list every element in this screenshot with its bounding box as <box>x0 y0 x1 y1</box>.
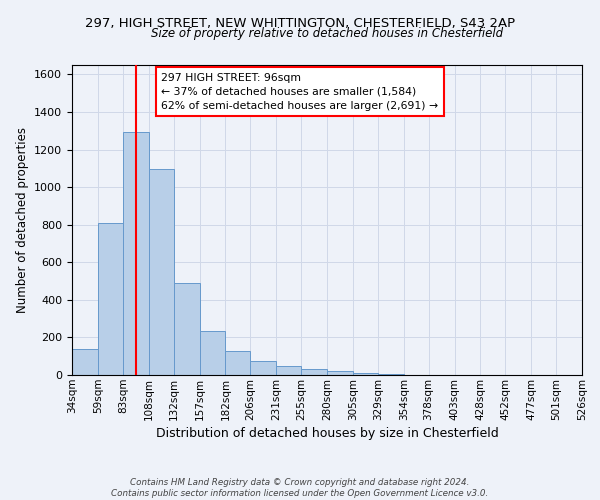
Bar <box>250 361 276 375</box>
Bar <box>276 366 301 375</box>
Bar <box>327 371 353 375</box>
Title: Size of property relative to detached houses in Chesterfield: Size of property relative to detached ho… <box>151 27 503 40</box>
Bar <box>226 350 250 375</box>
Bar <box>353 373 378 375</box>
Text: 297 HIGH STREET: 96sqm
← 37% of detached houses are smaller (1,584)
62% of semi-: 297 HIGH STREET: 96sqm ← 37% of detached… <box>161 72 439 111</box>
Y-axis label: Number of detached properties: Number of detached properties <box>16 127 29 313</box>
Bar <box>378 374 404 375</box>
Bar <box>72 348 98 375</box>
Text: 297, HIGH STREET, NEW WHITTINGTON, CHESTERFIELD, S43 2AP: 297, HIGH STREET, NEW WHITTINGTON, CHEST… <box>85 18 515 30</box>
Text: Contains HM Land Registry data © Crown copyright and database right 2024.
Contai: Contains HM Land Registry data © Crown c… <box>112 478 488 498</box>
X-axis label: Distribution of detached houses by size in Chesterfield: Distribution of detached houses by size … <box>155 427 499 440</box>
Bar <box>173 283 199 375</box>
Bar <box>301 370 327 375</box>
Bar <box>98 223 123 375</box>
Bar <box>123 132 149 375</box>
Bar <box>149 170 173 375</box>
Bar <box>199 331 226 375</box>
